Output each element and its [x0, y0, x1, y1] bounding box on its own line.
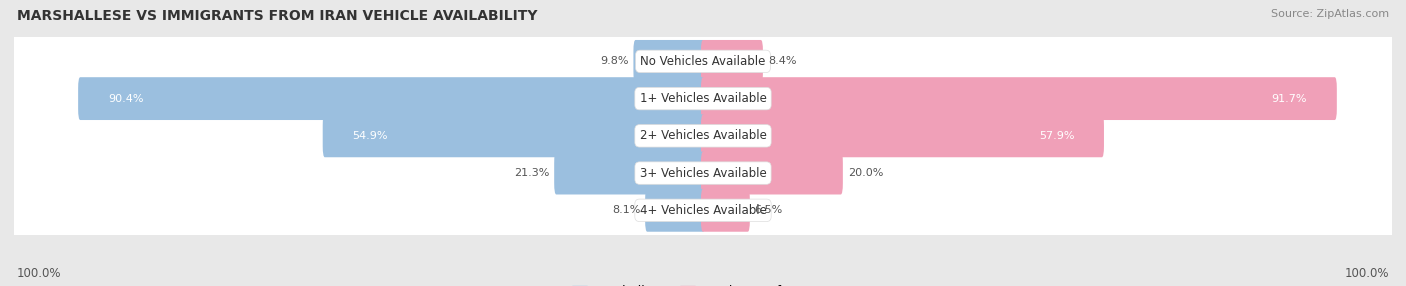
FancyBboxPatch shape	[11, 10, 1395, 187]
FancyBboxPatch shape	[79, 77, 704, 120]
Text: 54.9%: 54.9%	[353, 131, 388, 141]
FancyBboxPatch shape	[554, 152, 704, 194]
Text: 91.7%: 91.7%	[1271, 94, 1308, 104]
FancyBboxPatch shape	[7, 0, 1399, 150]
Legend: Marshallese, Immigrants from Iran: Marshallese, Immigrants from Iran	[567, 280, 839, 286]
Text: 100.0%: 100.0%	[17, 267, 62, 280]
Text: 21.3%: 21.3%	[515, 168, 550, 178]
FancyBboxPatch shape	[11, 0, 1395, 150]
Text: 90.4%: 90.4%	[108, 94, 143, 104]
Text: 100.0%: 100.0%	[1344, 267, 1389, 280]
Text: 3+ Vehicles Available: 3+ Vehicles Available	[640, 166, 766, 180]
Text: 4+ Vehicles Available: 4+ Vehicles Available	[640, 204, 766, 217]
FancyBboxPatch shape	[323, 114, 704, 157]
FancyBboxPatch shape	[702, 114, 1104, 157]
Text: 2+ Vehicles Available: 2+ Vehicles Available	[640, 129, 766, 142]
FancyBboxPatch shape	[702, 189, 749, 232]
Text: 1+ Vehicles Available: 1+ Vehicles Available	[640, 92, 766, 105]
Text: 8.4%: 8.4%	[768, 56, 796, 66]
Text: 57.9%: 57.9%	[1039, 131, 1074, 141]
FancyBboxPatch shape	[702, 40, 763, 83]
Text: 20.0%: 20.0%	[848, 168, 883, 178]
Text: MARSHALLESE VS IMMIGRANTS FROM IRAN VEHICLE AVAILABILITY: MARSHALLESE VS IMMIGRANTS FROM IRAN VEHI…	[17, 9, 537, 23]
Text: 9.8%: 9.8%	[600, 56, 628, 66]
FancyBboxPatch shape	[7, 84, 1399, 262]
FancyBboxPatch shape	[11, 122, 1395, 286]
Text: 8.1%: 8.1%	[612, 205, 640, 215]
Text: No Vehicles Available: No Vehicles Available	[640, 55, 766, 68]
Text: 6.5%: 6.5%	[755, 205, 783, 215]
FancyBboxPatch shape	[645, 189, 704, 232]
FancyBboxPatch shape	[7, 47, 1399, 225]
Text: Source: ZipAtlas.com: Source: ZipAtlas.com	[1271, 9, 1389, 19]
FancyBboxPatch shape	[11, 85, 1395, 261]
FancyBboxPatch shape	[634, 40, 704, 83]
FancyBboxPatch shape	[7, 121, 1399, 286]
FancyBboxPatch shape	[702, 77, 1337, 120]
FancyBboxPatch shape	[11, 47, 1395, 224]
FancyBboxPatch shape	[7, 9, 1399, 188]
FancyBboxPatch shape	[702, 152, 842, 194]
